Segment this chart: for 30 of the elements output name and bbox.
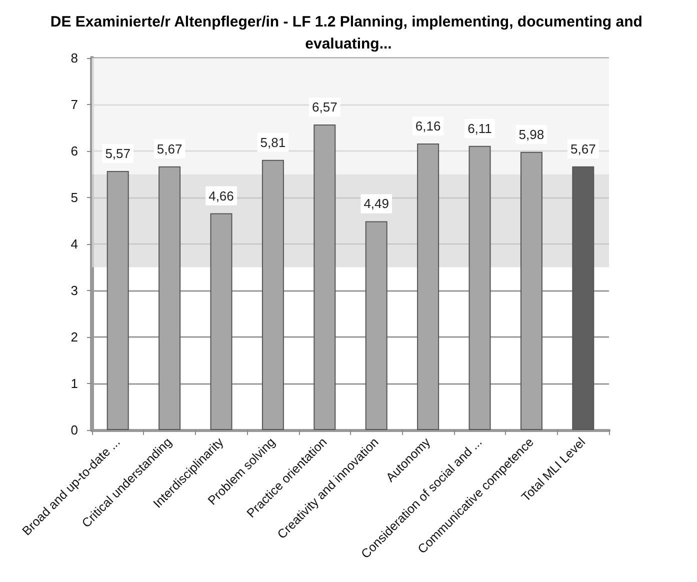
bar <box>158 166 181 430</box>
y-tick-label: 6 <box>70 144 78 158</box>
data-label: 5,81 <box>260 134 286 150</box>
bar <box>417 144 440 430</box>
y-tick-label: 5 <box>70 190 78 205</box>
y-tick-label: 7 <box>70 97 78 112</box>
data-label: 4,49 <box>364 196 390 212</box>
data-label: 6,16 <box>415 118 441 134</box>
y-tick-label: 3 <box>70 283 78 298</box>
y-tick-label: 2 <box>70 330 78 344</box>
data-label: 4,66 <box>208 188 234 204</box>
bar <box>262 160 284 430</box>
chart-title: DE Examinierte/r Altenpfleger/in - LF 1.2 Planning, implementing, documenting and evaluating... <box>50 14 647 52</box>
bar <box>520 152 542 430</box>
bar <box>572 166 594 430</box>
bar <box>314 124 336 430</box>
y-tick-label: 1 <box>70 376 78 391</box>
data-label: 5,67 <box>156 141 182 156</box>
data-label: 6,11 <box>468 120 492 136</box>
data-label: 5,67 <box>570 141 596 156</box>
bar <box>365 221 388 430</box>
y-tick-label: 0 <box>70 422 78 438</box>
bar <box>210 213 232 430</box>
data-label: 5,98 <box>518 126 544 142</box>
data-label: 5,57 <box>105 146 131 161</box>
bar <box>106 170 129 430</box>
y-tick-label: 8 <box>70 50 78 66</box>
bar <box>468 146 491 430</box>
y-tick-label: 4 <box>70 236 78 252</box>
data-label: 6,57 <box>312 99 338 114</box>
